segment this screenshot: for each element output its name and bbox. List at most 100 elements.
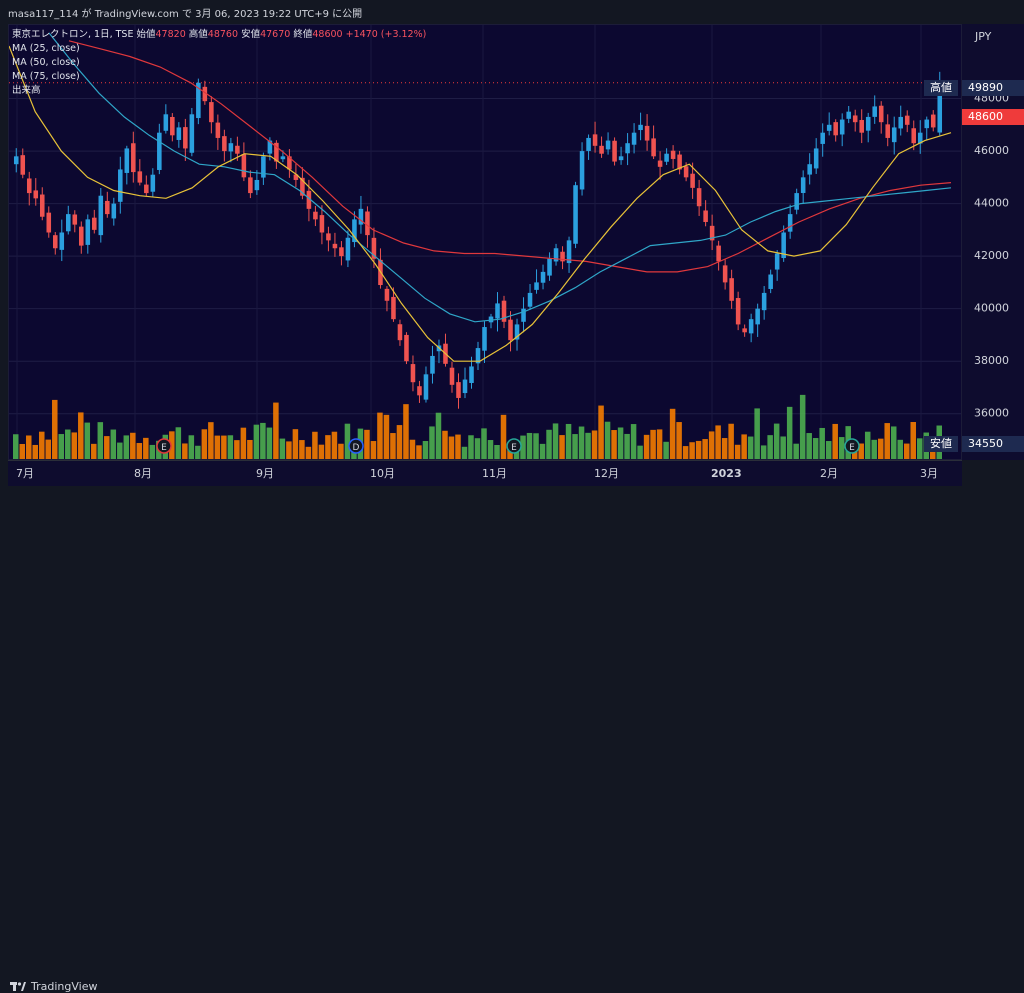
volume-bar: [598, 405, 604, 459]
legend-volume[interactable]: 出来高: [12, 85, 41, 96]
volume-bar: [227, 435, 234, 459]
candle-body: [124, 148, 130, 173]
volume-bar: [97, 422, 104, 459]
volume-bar: [130, 432, 136, 459]
volume-bar: [689, 442, 695, 459]
volume-bar: [585, 432, 591, 459]
candle-body: [703, 210, 708, 222]
volume-bar: [520, 435, 526, 459]
candle-body: [358, 208, 364, 225]
candle-body: [618, 156, 624, 161]
volume-bar: [773, 423, 780, 459]
candle-body: [20, 155, 26, 175]
candle-body: [833, 122, 838, 136]
candle-body: [72, 214, 78, 225]
volume-bar: [890, 426, 897, 459]
volume-bar: [234, 440, 240, 459]
candle-body: [696, 188, 702, 207]
currency-label: JPY: [975, 30, 992, 43]
candle-body: [495, 303, 500, 319]
candle-body: [774, 253, 780, 270]
candle-body: [735, 298, 741, 325]
volume-bar: [448, 436, 455, 459]
candle-body: [527, 292, 533, 307]
volume-bar: [32, 444, 39, 459]
candle-body: [664, 153, 669, 162]
tradingview-logo[interactable]: TradingView: [10, 980, 97, 993]
candle-body: [274, 142, 279, 162]
price-axis[interactable]: 36000 38000 40000 42000 44000 46000 48000: [962, 24, 1024, 460]
volume-bar: [71, 432, 78, 459]
volume-bar: [806, 433, 812, 459]
event-marker-icon: [348, 438, 364, 454]
candle-body: [690, 173, 695, 188]
time-tick-label: 8月: [134, 467, 152, 480]
candle-body: [39, 194, 45, 217]
candle-body: [722, 265, 728, 283]
volume-bar: [390, 433, 396, 459]
time-tick-label: 11月: [482, 467, 507, 480]
volume-bar: [624, 433, 630, 459]
volume-bar: [52, 399, 58, 459]
time-axis[interactable]: 7月 8月 9月 10月 11月 12月 2023 2月 3月: [8, 460, 962, 486]
candle-body: [787, 214, 793, 232]
candle-body: [911, 128, 917, 144]
volume-bar: [825, 441, 832, 459]
candle-body: [521, 308, 526, 322]
ma50-line: [48, 32, 952, 323]
volume-bar: [669, 408, 676, 459]
volume-bar: [903, 443, 910, 459]
volume-bar: [741, 434, 747, 459]
candle-body: [397, 324, 403, 341]
price-tick-label: 40000: [974, 302, 1009, 315]
time-tick-label: 9月: [256, 467, 274, 480]
volume-bar: [552, 423, 559, 459]
time-tick-label: 10月: [370, 467, 395, 480]
price-tick-label: 44000: [974, 197, 1009, 210]
price-tick-label: 46000: [974, 144, 1009, 157]
candle-body: [449, 367, 455, 385]
candle-body: [540, 271, 546, 283]
low-tag-value: 34550: [962, 436, 1024, 452]
volume-bar: [201, 429, 208, 459]
event-marker-letter: E: [161, 443, 167, 453]
candle-body: [352, 219, 357, 243]
candle-body: [748, 319, 754, 334]
volume-bar: [78, 412, 84, 459]
volume-bar: [435, 412, 442, 459]
price-tick-label: 36000: [974, 407, 1009, 420]
legend-ma25[interactable]: MA (25, close): [12, 43, 80, 54]
volume-bar: [533, 433, 539, 459]
volume-bar: [253, 424, 260, 459]
legend-ma75[interactable]: MA (75, close): [12, 71, 80, 82]
candle-body: [924, 119, 930, 129]
volume-bar: [611, 430, 617, 459]
volume-bar: [305, 446, 312, 459]
candle-body: [904, 115, 910, 125]
high-tag-value: 49890: [962, 80, 1024, 96]
candle-body: [852, 115, 858, 123]
volume-bar: [591, 430, 598, 459]
volume-bar: [663, 441, 669, 459]
candle-body: [430, 355, 435, 374]
brand-name: TradingView: [31, 980, 98, 993]
volume-bar: [65, 429, 71, 459]
volume-bar: [39, 431, 45, 459]
candle-body: [150, 174, 156, 192]
volume-bar: [767, 435, 773, 459]
volume-bar: [58, 434, 65, 459]
candle-body: [612, 140, 617, 162]
candle-body: [235, 145, 240, 154]
volume-bar: [708, 431, 715, 459]
volume-bar: [416, 445, 422, 459]
legend-ma50[interactable]: MA (50, close): [12, 57, 80, 68]
time-tick-label: 2023: [711, 467, 742, 480]
last-price-tag: 48600: [962, 109, 1024, 125]
candle-body: [176, 127, 182, 140]
open-label: 始値: [136, 29, 156, 40]
candle-body: [339, 247, 344, 257]
candle-body: [547, 258, 552, 276]
candle-body: [241, 154, 247, 178]
